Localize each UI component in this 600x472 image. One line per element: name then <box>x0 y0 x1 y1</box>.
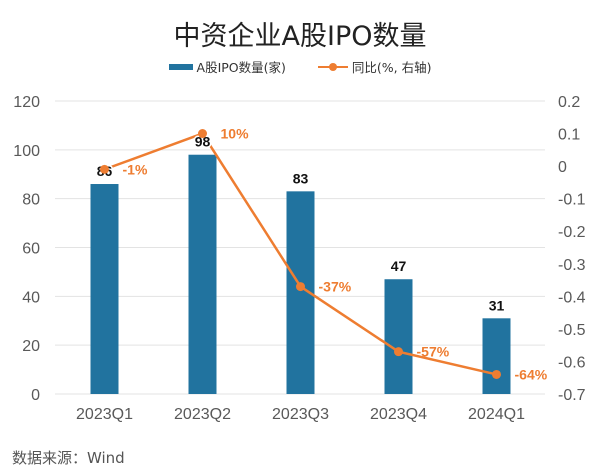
source-note: 数据来源：Wind <box>12 449 125 467</box>
yoy-point <box>100 164 109 174</box>
x-tick-label: 2023Q2 <box>174 406 231 423</box>
left-tick-label: 60 <box>22 241 40 258</box>
x-tick-label: 2023Q3 <box>272 406 329 423</box>
right-tick-label: -0.3 <box>558 257 586 274</box>
right-tick-label: 0.2 <box>558 94 580 111</box>
legend-item-bar: A股IPO数量(家) <box>168 57 286 76</box>
right-tick-label: -0.1 <box>558 192 586 209</box>
right-tick-label: 0 <box>558 159 567 176</box>
bar-data-label: 98 <box>195 134 211 150</box>
left-tick-label: 0 <box>31 387 40 404</box>
yoy-data-label: -1% <box>123 161 148 177</box>
right-tick-label: -0.5 <box>558 322 586 339</box>
legend-item-line: 同比(%, 右轴) <box>317 57 432 76</box>
right-tick-label: 0.1 <box>558 127 580 144</box>
chart-title: 中资企业A股IPO数量 <box>173 21 427 52</box>
bar <box>482 318 511 394</box>
right-tick-label: -0.4 <box>558 289 586 306</box>
legend-bar-label: A股IPO数量(家) <box>196 60 286 75</box>
legend: A股IPO数量(家) 同比(%, 右轴) <box>0 57 600 76</box>
legend-line-swatch <box>317 62 348 71</box>
bar-data-label: 83 <box>293 170 309 186</box>
yoy-data-label: -64% <box>515 366 548 382</box>
left-tick-label: 20 <box>22 338 40 355</box>
yoy-data-label: -57% <box>417 344 450 360</box>
yoy-point <box>198 129 207 139</box>
right-tick-label: -0.6 <box>558 354 586 371</box>
right-tick-label: -0.2 <box>558 224 586 241</box>
left-tick-label: 80 <box>22 192 40 209</box>
left-tick-label: 40 <box>22 289 40 306</box>
bar <box>90 184 119 394</box>
yoy-data-label: -37% <box>319 279 352 295</box>
bar <box>188 154 217 394</box>
bar-data-label: 47 <box>391 258 407 274</box>
x-tick-label: 2024Q1 <box>468 406 525 423</box>
left-tick-label: 100 <box>13 143 40 160</box>
bar-data-label: 31 <box>489 297 505 313</box>
yoy-data-label: 10% <box>221 126 250 142</box>
legend-bar-swatch <box>168 63 193 70</box>
plot-area: 0 20 40 60 80 100 120 -0.7 -0.6 -0.5 -0.4 -0.3 -0.2 -… <box>13 94 586 423</box>
x-tick-label: 2023Q1 <box>76 406 133 423</box>
yoy-point <box>492 369 501 379</box>
left-tick-label: 120 <box>13 94 40 111</box>
legend-line-label: 同比(%, 右轴) <box>351 60 432 75</box>
bar <box>384 279 413 394</box>
yoy-point <box>394 347 403 357</box>
yoy-point <box>296 282 305 292</box>
right-tick-label: -0.7 <box>558 387 586 404</box>
x-tick-label: 2023Q4 <box>370 406 427 423</box>
